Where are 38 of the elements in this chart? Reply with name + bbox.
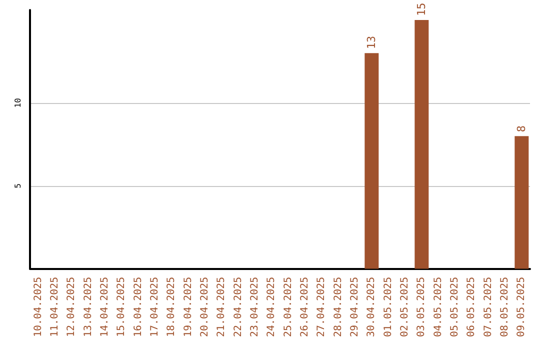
x-tick-label: 13.04.2025 — [82, 276, 94, 338]
x-tick-label: 16.04.2025 — [132, 276, 144, 338]
x-tick-label: 11.04.2025 — [50, 276, 60, 338]
x-tick-label: 18.04.2025 — [166, 276, 178, 338]
x-tick-label: 05.05.2025 — [450, 276, 460, 338]
data-label: 8 — [515, 125, 528, 132]
x-tick-label: 14.04.2025 — [100, 276, 110, 338]
y-tick-label: 10 — [14, 98, 22, 108]
bar — [514, 136, 529, 269]
x-tick-label: 01.05.2025 — [382, 276, 394, 338]
y-tick-label: 5 — [14, 183, 22, 188]
x-tick-label: 28.04.2025 — [332, 276, 344, 338]
x-tick-label: 02.05.2025 — [400, 276, 410, 338]
x-tick-label: 25.04.2025 — [282, 276, 294, 338]
bar — [414, 20, 429, 269]
x-tick-label: 07.05.2025 — [482, 276, 494, 338]
x-tick-label: 09.05.2025 — [516, 276, 528, 338]
x-tick-label: 10.04.2025 — [32, 276, 44, 338]
x-tick-label: 30.04.2025 — [366, 276, 378, 338]
x-tick-label: 22.04.2025 — [232, 276, 244, 338]
x-tick-label: 27.04.2025 — [316, 276, 328, 338]
x-tick-label: 19.04.2025 — [182, 276, 194, 338]
x-tick-label: 12.04.2025 — [66, 276, 78, 338]
x-tick-label: 06.05.2025 — [466, 276, 478, 338]
x-tick-label: 29.04.2025 — [350, 276, 360, 338]
x-tick-label: 20.04.2025 — [200, 276, 210, 338]
x-tick-label: 15.04.2025 — [116, 276, 128, 338]
x-tick-label: 04.05.2025 — [432, 276, 444, 338]
bar — [364, 53, 379, 269]
x-tick-label: 17.04.2025 — [150, 276, 160, 338]
x-tick-label: 08.05.2025 — [500, 276, 510, 338]
x-tick-label: 24.04.2025 — [266, 276, 278, 338]
x-tick-label: 26.04.2025 — [300, 276, 310, 338]
x-tick-label: 23.04.2025 — [250, 276, 260, 338]
x-tick-label: 21.04.2025 — [216, 276, 228, 338]
data-label: 13 — [365, 36, 378, 50]
x-tick-label: 03.05.2025 — [416, 276, 428, 338]
data-label: 15 — [415, 2, 428, 16]
